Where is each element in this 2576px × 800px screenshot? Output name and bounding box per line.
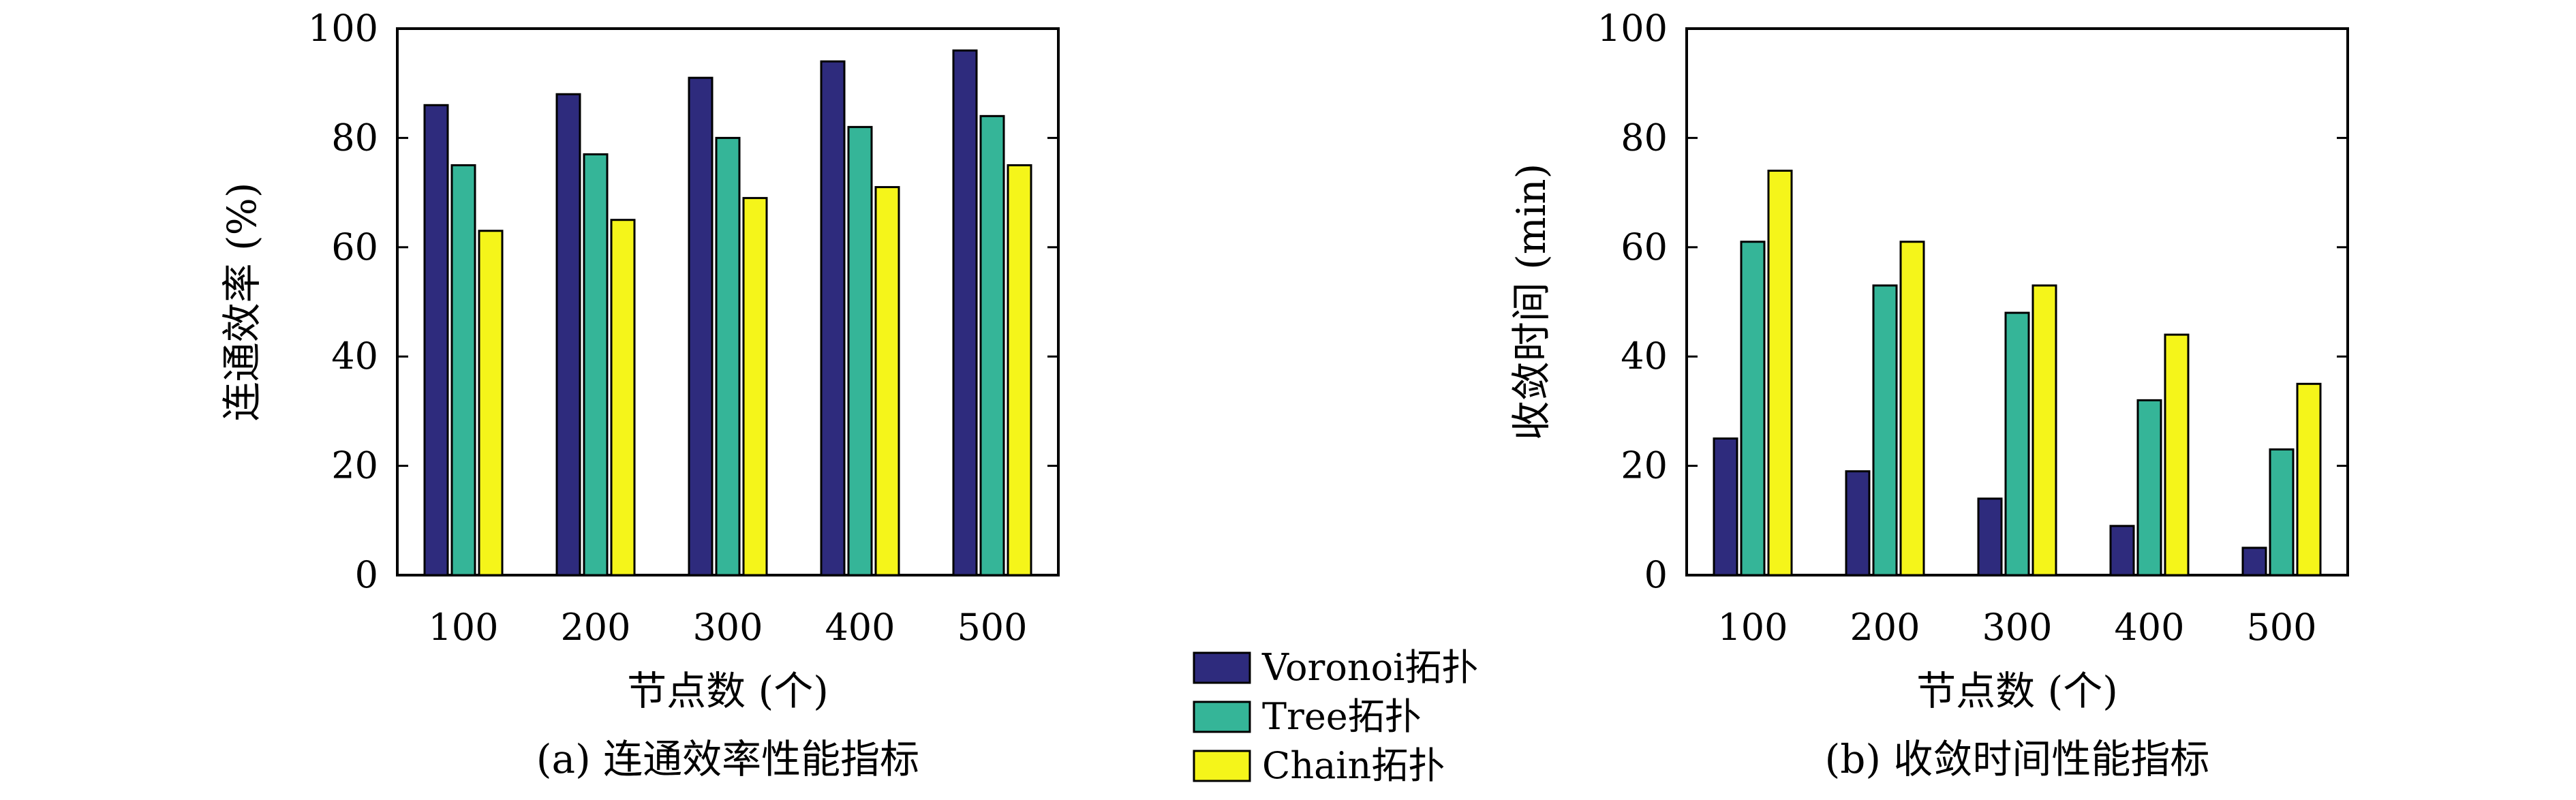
x-tick-label: 200 [1850,606,1920,649]
bar-voronoi [423,104,449,576]
legend-label: Chain拓扑 [1262,744,1445,787]
bar-voronoi [1845,470,1871,576]
x-tick-label: 300 [692,606,763,649]
y-tick-label: 100 [1597,7,1668,50]
y-tick-label: 60 [1621,226,1668,268]
bar-chain [478,230,504,576]
bar-tree [450,164,476,576]
bar-tree [979,114,1005,576]
legend: Voronoi拓扑 Tree拓扑 Chain拓扑 [1193,646,1478,787]
bar-tree [847,125,873,576]
x-tick-label: 300 [1982,606,2052,649]
bar-chain [1767,170,1793,576]
y-tick-label: 40 [331,335,378,378]
x-tick-label: 400 [2114,606,2184,649]
bar-chain [2296,382,2322,576]
x-tick-label: 200 [560,606,630,649]
y-tick-label: 20 [1621,444,1668,487]
y-axis-label: 连通效率 (%) [219,183,265,422]
bar-voronoi [952,49,978,576]
y-tick-label: 60 [331,226,378,268]
y-tick-label: 40 [1621,335,1668,378]
bar-tree [2269,448,2295,576]
x-tick-label: 100 [428,606,498,649]
bar-chain [610,219,636,576]
chart-caption: (b) 收敛时间性能指标 [1825,736,2210,782]
bar-chain [874,186,900,576]
bar-chain [2031,284,2057,576]
y-tick-label: 0 [355,553,378,596]
bar-tree [2136,399,2162,576]
x-axis-label: 节点数 (个) [1916,668,2118,714]
bar-chain [2164,333,2190,576]
x-tick-label: 400 [825,606,895,649]
bar-voronoi [555,93,581,576]
bar-voronoi [688,76,714,576]
y-axis-label: 收敛时间 (min) [1508,164,1554,441]
chart-convergence-time: 0 20 40 60 80 100 100 200 300 400 500 节点数 (个) 收敛时间 (… [1508,7,2349,782]
bar-voronoi [1977,497,2003,576]
bar-tree [1740,241,1766,576]
y-tick-label: 80 [1621,116,1668,159]
bar-voronoi [2109,525,2135,576]
legend-swatch [1193,651,1251,684]
legend-swatch [1193,750,1251,782]
y-tick-label: 0 [1644,553,1668,596]
y-tick-label: 100 [308,7,378,50]
bar-tree [2004,311,2030,576]
legend-swatch [1193,701,1251,733]
x-tick-label: 500 [957,606,1027,649]
bar-chain [1007,164,1032,576]
bar-tree [715,136,741,576]
chart-connectivity-efficiency: 0 20 40 60 80 100 100 200 300 400 500 节点数 (个) 连通效率 (… [219,7,1060,782]
bar-tree [583,153,609,576]
bar-voronoi [1713,437,1738,576]
chart-caption: (a) 连通效率性能指标 [536,736,919,782]
bar-voronoi [820,60,846,576]
legend-label: Voronoi拓扑 [1261,646,1478,689]
bar-tree [1872,284,1898,576]
x-tick-label: 500 [2246,606,2316,649]
x-axis-label: 节点数 (个) [627,668,829,714]
bar-voronoi [2241,547,2267,576]
y-tick-label: 20 [331,444,378,487]
legend-label: Tree拓扑 [1262,695,1422,738]
x-tick-label: 100 [1717,606,1788,649]
bar-chain [1899,241,1925,576]
y-tick-label: 80 [331,116,378,159]
bar-chain [742,197,768,576]
